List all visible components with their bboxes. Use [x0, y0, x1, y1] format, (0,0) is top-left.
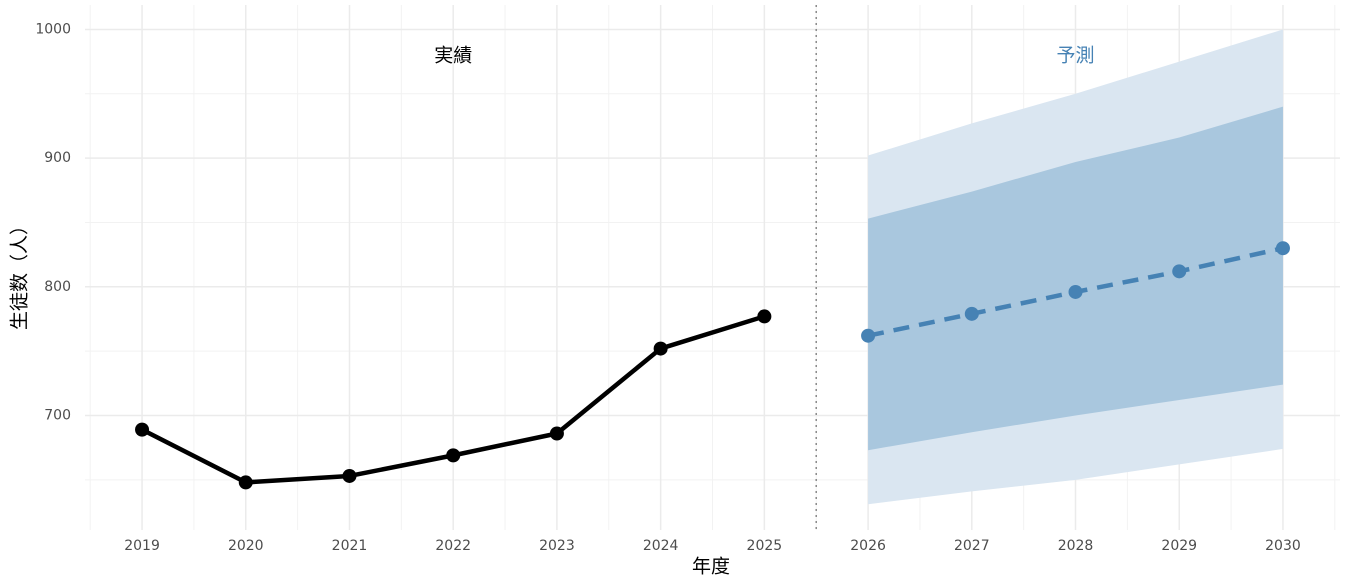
x-tick-label: 2029 — [1161, 538, 1197, 554]
x-tick-label: 2030 — [1265, 538, 1301, 554]
data-point — [653, 341, 668, 356]
x-axis-title: 年度 — [692, 556, 730, 578]
data-point — [446, 448, 461, 463]
data-point — [1172, 264, 1187, 279]
x-tick-label: 2019 — [124, 538, 160, 554]
x-tick-label: 2021 — [332, 538, 368, 554]
y-axis-title: 生徒数（人） — [9, 216, 31, 330]
data-point — [135, 422, 150, 437]
x-tick-label: 2023 — [539, 538, 575, 554]
x-tick-label: 2022 — [435, 538, 471, 554]
x-tick-label: 2027 — [954, 538, 990, 554]
x-tick-label: 2026 — [850, 538, 886, 554]
y-tick-label: 800 — [44, 279, 71, 295]
x-tick-label: 2028 — [1058, 538, 1094, 554]
y-tick-label: 1000 — [35, 21, 71, 37]
y-tick-label: 700 — [44, 407, 71, 423]
data-point — [342, 468, 357, 483]
x-tick-label: 2025 — [747, 538, 783, 554]
data-point — [1275, 241, 1290, 256]
x-tick-label: 2024 — [643, 538, 679, 554]
annotation: 予測 — [1057, 45, 1095, 67]
annotation: 実績 — [434, 45, 472, 67]
interval-band — [868, 106, 1283, 451]
data-point — [238, 475, 253, 490]
data-point — [757, 309, 772, 324]
data-point — [1068, 284, 1083, 299]
y-tick-label: 900 — [44, 150, 71, 166]
data-point — [549, 426, 564, 441]
data-point — [964, 306, 979, 321]
data-point — [861, 328, 876, 343]
x-tick-label: 2020 — [228, 538, 264, 554]
